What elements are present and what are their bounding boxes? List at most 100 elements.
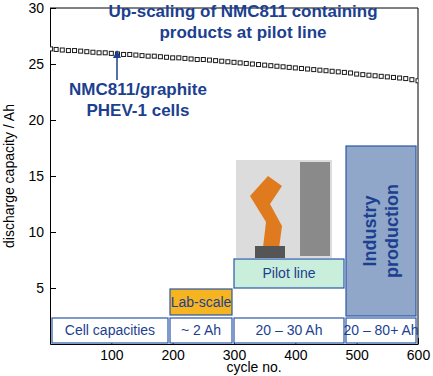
data-point	[226, 60, 230, 64]
tick-mark	[50, 176, 56, 177]
data-point	[398, 76, 402, 80]
data-point	[214, 59, 218, 63]
box-label: Cell capacities	[65, 322, 155, 338]
x-axis-title: cycle no.	[226, 359, 281, 375]
plot-frame	[418, 8, 419, 344]
data-point	[410, 78, 414, 82]
data-point	[73, 49, 77, 53]
text-line: products at pilot line	[159, 23, 326, 42]
data-point	[281, 65, 285, 69]
box-label: ~ 2 Ah	[181, 322, 221, 338]
data-point	[318, 68, 322, 72]
tick-label: 30	[28, 0, 44, 16]
stage-label: Pilot line	[263, 265, 316, 281]
data-point	[299, 66, 303, 70]
data-point	[91, 50, 95, 54]
box-label: 20 – 30 Ah	[256, 322, 323, 338]
y-tick: 15	[28, 168, 56, 184]
tick-label: 25	[28, 56, 44, 72]
data-point	[263, 63, 267, 67]
data-point	[140, 54, 144, 58]
data-point	[330, 69, 334, 73]
data-point	[250, 62, 254, 66]
stage-box	[234, 259, 344, 288]
data-marks	[50, 47, 418, 83]
illustration-arm	[250, 176, 282, 256]
tick-label: 5	[36, 280, 44, 296]
stage-box	[346, 146, 416, 316]
tick-mark	[50, 288, 56, 289]
tick-label: 200	[161, 347, 185, 363]
tick-label: 600	[407, 347, 431, 363]
stage-box	[170, 289, 232, 315]
data-point	[342, 70, 346, 74]
tick-mark	[50, 8, 56, 9]
data-point	[238, 61, 242, 65]
data-point	[373, 74, 377, 78]
stage-label: Industryproduction	[360, 184, 402, 278]
y-tick: 30	[28, 0, 56, 16]
data-point	[220, 59, 224, 63]
box-label: 20 – 80+ Ah	[343, 322, 418, 338]
data-point	[79, 49, 83, 53]
y-tick: 25	[28, 56, 56, 72]
chart: 10020030040050060051015202530cycle no.di…	[0, 0, 433, 376]
data-point	[207, 58, 211, 62]
illustration-rack	[300, 162, 330, 256]
data-point	[195, 58, 199, 62]
text-line: Up-scaling of NMC811 containing	[108, 2, 377, 21]
data-point	[66, 49, 70, 53]
data-point	[306, 67, 310, 71]
text-line: Industry	[360, 195, 380, 266]
data-point	[109, 51, 113, 55]
data-point	[146, 54, 150, 58]
data-point	[122, 52, 126, 56]
data-point	[201, 58, 205, 62]
stage-label: Lab-scale	[171, 294, 232, 310]
data-point	[416, 79, 418, 83]
text-line: production	[382, 184, 402, 278]
illustration-base	[255, 246, 285, 258]
data-point	[293, 66, 297, 70]
data-point	[54, 47, 58, 51]
robot-illustration	[236, 160, 332, 258]
data-point	[232, 60, 236, 64]
data-point	[367, 73, 371, 77]
tick-label: 20	[28, 112, 44, 128]
data-point	[128, 52, 132, 56]
y-axis: 5 10 15 20 25 30	[28, 0, 56, 344]
data-point	[385, 75, 389, 79]
annotation-arrow	[116, 56, 118, 80]
data-point	[379, 74, 383, 78]
data-point	[244, 61, 248, 65]
text-line: PHEV-1 cells	[86, 101, 189, 120]
data-point	[349, 71, 353, 75]
data-point	[324, 69, 328, 73]
data-point	[85, 50, 89, 54]
chart-title: Up-scaling of NMC811 containing products …	[108, 2, 377, 42]
tick-mark	[50, 64, 56, 65]
data-point	[269, 64, 273, 68]
data-point	[158, 55, 162, 59]
data-point	[391, 75, 395, 79]
data-point	[177, 56, 181, 60]
text-line: NMC811/graphite	[69, 80, 207, 99]
tick-mark	[50, 232, 56, 233]
data-point	[312, 68, 316, 72]
capacity-box	[234, 318, 344, 343]
data-point	[287, 65, 291, 69]
data-point	[189, 57, 193, 61]
tick-mark	[50, 120, 56, 121]
data-point	[404, 77, 408, 81]
data-point	[103, 51, 107, 55]
annotation: NMC811/graphite PHEV-1 cells	[69, 80, 207, 120]
y-tick: 10	[28, 224, 56, 240]
data-point	[134, 53, 138, 57]
data-point	[50, 47, 53, 51]
header-box	[52, 318, 168, 343]
tick-label: 100	[100, 347, 124, 363]
data-point	[336, 70, 340, 74]
data-point	[152, 54, 156, 58]
illustration-bg	[236, 160, 332, 258]
data-point	[60, 48, 64, 52]
